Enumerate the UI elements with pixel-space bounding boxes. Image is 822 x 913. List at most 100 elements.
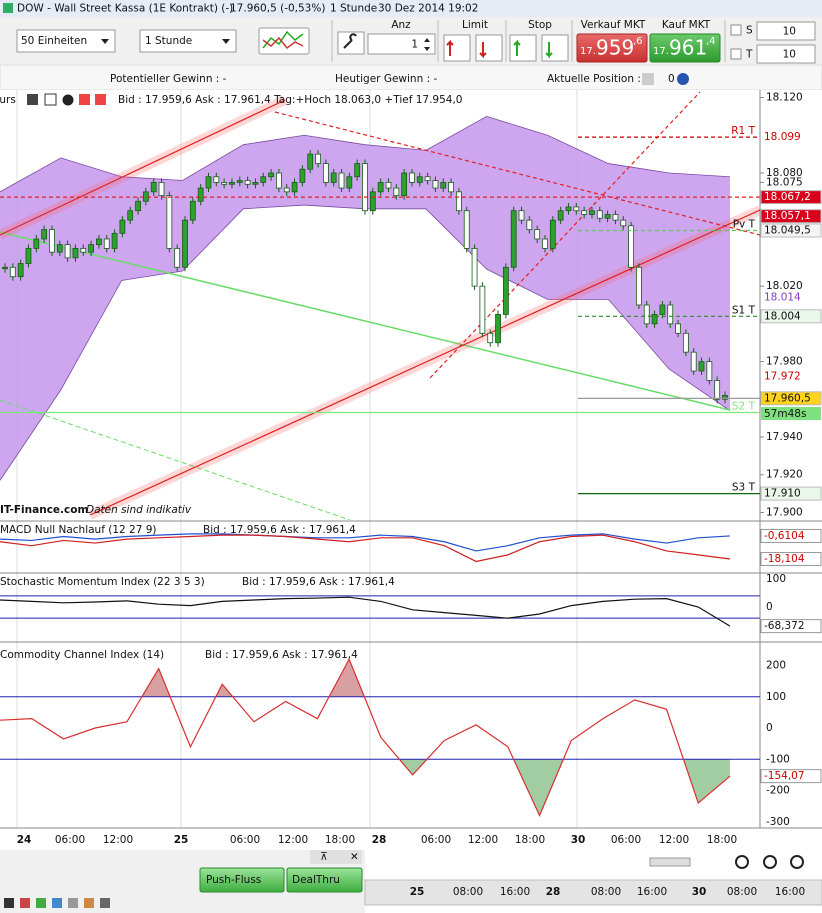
- anz-input[interactable]: [367, 33, 436, 55]
- level-name: S3 T: [732, 482, 756, 494]
- overview-label: 28: [546, 886, 561, 898]
- candle: [17, 263, 24, 278]
- units-dropdown[interactable]: [16, 29, 116, 53]
- candle: [432, 180, 439, 189]
- candle: [119, 219, 126, 234]
- sell-button[interactable]: [576, 33, 648, 63]
- stoch-title: Stochastic Momentum Index (22 3 5 3): [0, 576, 205, 588]
- zoom-fit[interactable]: [735, 855, 749, 869]
- dropdown-arrow: [101, 39, 109, 44]
- candle: [534, 229, 541, 240]
- macd-title: MACD Null Nachlauf (12 27 9): [0, 524, 157, 536]
- window-title: DOW - Wall Street Kassa (1E Kontrakt) (-…: [17, 3, 233, 15]
- candle: [651, 314, 658, 325]
- overview-label: 25: [410, 886, 425, 898]
- candle: [393, 187, 400, 197]
- time-label: 25: [174, 834, 189, 846]
- candle: [706, 361, 713, 381]
- anz-label: Anz: [391, 19, 411, 31]
- candle: [299, 168, 306, 183]
- close-icon[interactable]: [62, 94, 74, 106]
- candle: [158, 182, 165, 197]
- push-button[interactable]: [199, 867, 285, 893]
- window-price: 17.960,5 (-0,53%): [230, 3, 325, 15]
- cci-tick-label: 0: [766, 722, 773, 734]
- sell-label: Verkauf MKT: [581, 19, 646, 31]
- t-input[interactable]: [756, 44, 816, 64]
- time-label: 06:00: [55, 834, 85, 846]
- gear-icon[interactable]: [677, 73, 689, 85]
- cci-fill-low: [0, 759, 730, 816]
- candle: [714, 380, 721, 400]
- candle: [456, 191, 462, 212]
- candle: [80, 248, 87, 253]
- price-box: [760, 391, 822, 406]
- buy-price-tail: ,4: [706, 36, 716, 47]
- buy-label: Kauf MKT: [662, 19, 711, 31]
- candle: [557, 210, 564, 221]
- overview-label: 16:00: [500, 886, 530, 898]
- price-title: Kurs: [0, 94, 16, 106]
- stop-sell-button[interactable]: [541, 34, 569, 62]
- pin-icon[interactable]: ⊼: [320, 851, 328, 863]
- price-label: 17.972: [764, 371, 801, 383]
- price-label: 18.067,2: [764, 191, 811, 203]
- zoom-out[interactable]: [763, 855, 777, 869]
- candle: [549, 219, 556, 249]
- candle: [346, 176, 353, 189]
- footer-note: Daten sind indikativ: [86, 504, 192, 516]
- cci-tick-label: 200: [766, 660, 786, 672]
- indicator-layer: -0,6104 -18,104 100 0 -68,372 200 100 0 -100 -200…: [0, 528, 822, 828]
- footer: IT-Finance.com: [0, 504, 88, 516]
- candle: [150, 182, 157, 193]
- scroll-slider[interactable]: [649, 857, 691, 867]
- limit-sell-button[interactable]: [475, 34, 503, 62]
- y-tick-label: 17.920: [766, 469, 803, 481]
- overview-label: 16:00: [637, 886, 667, 898]
- arrow-icon: [446, 39, 454, 56]
- candle: [330, 172, 337, 183]
- close-icon[interactable]: ✕: [350, 851, 359, 863]
- spinner[interactable]: [424, 38, 430, 51]
- candle: [127, 210, 134, 221]
- s-input[interactable]: [756, 21, 816, 41]
- price-box: [760, 209, 822, 224]
- window-icon[interactable]: [44, 93, 57, 106]
- candle: [518, 210, 525, 221]
- sell-price-tail: ,6: [633, 36, 643, 47]
- price-label: 18.014: [764, 291, 801, 303]
- last-value-label: -68,372: [764, 620, 805, 632]
- stoch-tick-label: 0: [766, 601, 773, 613]
- price-label: 17.960,5: [764, 392, 811, 404]
- candle: [252, 182, 259, 185]
- cci-info: Bid : 17.959,6 Ask : 17.961,4: [205, 649, 358, 661]
- s-checkbox[interactable]: [730, 24, 742, 36]
- limit-buy-button[interactable]: [443, 34, 471, 62]
- buy-price-main: 961: [669, 36, 707, 60]
- candle: [581, 210, 588, 215]
- candle: [64, 244, 71, 259]
- candle-layer: [2, 150, 728, 404]
- price-label: 18.004: [764, 310, 801, 322]
- chart-type-button[interactable]: [258, 27, 310, 55]
- candle: [440, 182, 447, 189]
- settings-icon[interactable]: [27, 94, 38, 105]
- period-dropdown[interactable]: [139, 29, 237, 53]
- zoom-in[interactable]: [790, 855, 804, 869]
- last-value-label: -154,07: [764, 770, 805, 782]
- cci-title: Commodity Channel Index (14): [0, 649, 164, 661]
- today-profit: Heutiger Gewinn : -: [335, 73, 437, 85]
- candle: [409, 172, 415, 183]
- dealthru-button[interactable]: [286, 867, 363, 893]
- candle: [448, 182, 454, 193]
- buy-button[interactable]: [649, 33, 721, 63]
- s-label: S: [746, 25, 753, 37]
- move-icon[interactable]: [79, 94, 90, 105]
- t-value: 10: [783, 49, 796, 61]
- candle: [189, 200, 196, 221]
- stop-buy-button[interactable]: [509, 34, 537, 62]
- y-tick-label: 17.980: [766, 356, 803, 368]
- t-checkbox[interactable]: [730, 48, 742, 60]
- move-icon[interactable]: [95, 94, 106, 105]
